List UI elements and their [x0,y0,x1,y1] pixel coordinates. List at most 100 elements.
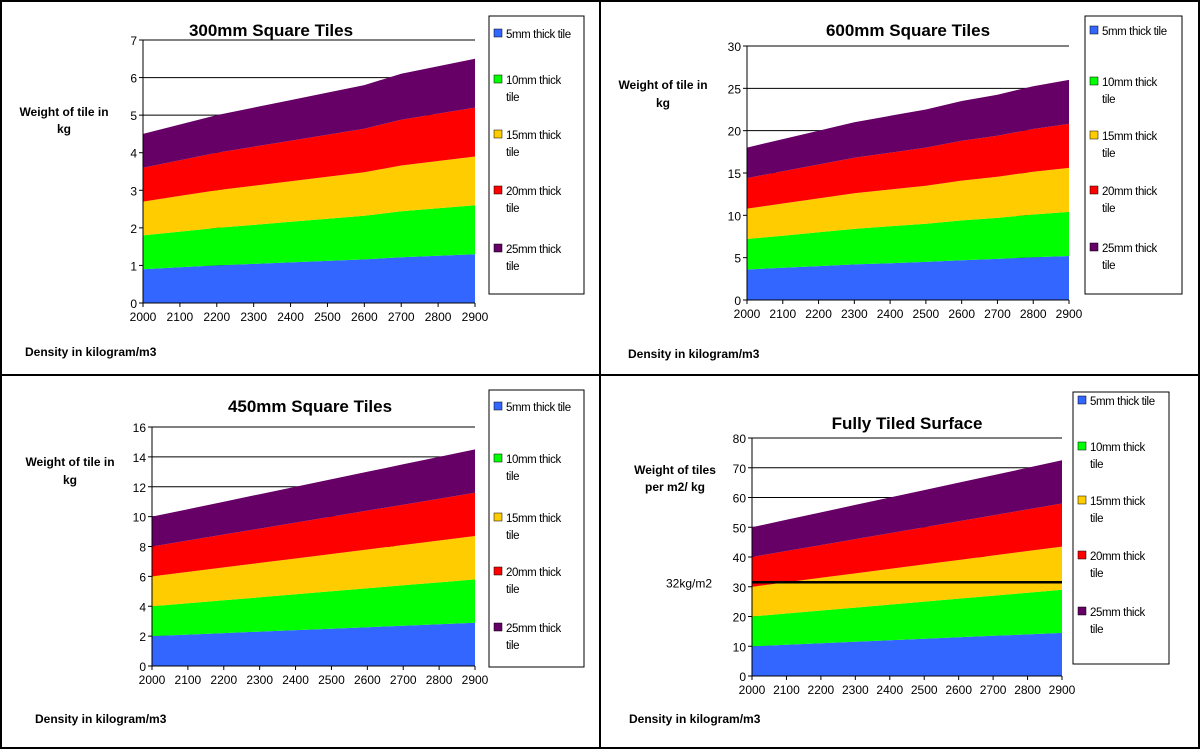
area-20mm-series [752,503,1062,587]
legend-swatch-20mm [1089,185,1099,195]
y-tick-label: 3 [130,184,137,198]
legend-swatch-5mm [1077,395,1087,405]
area-15mm-series [152,536,475,607]
y-tick-label: 30 [733,581,747,595]
x-tick-label: 2400 [876,683,903,697]
x-tick-label: 2500 [318,673,345,687]
legend-label-15mm: tile [1090,513,1103,525]
y-tick-label: 0 [130,297,137,311]
legend [488,15,585,295]
x-tick-label: 2700 [390,673,417,687]
y-axis-label: kg [57,122,71,136]
legend-label-25mm: tile [506,640,519,652]
chart-title: 300mm Square Tiles [189,21,353,40]
legend-label-25mm: 25mm thick [506,623,561,635]
legend-swatch-20mm [493,185,503,195]
x-tick-label: 2700 [984,307,1011,321]
x-tick-label: 2800 [425,310,452,324]
y-axis-label: kg [656,96,670,110]
x-tick-label: 2100 [167,310,194,324]
x-tick-label: 2500 [911,683,938,697]
y-tick-label: 10 [728,209,742,223]
legend-swatch-15mm [1077,495,1087,505]
legend-label-10mm: tile [506,92,519,104]
legend-label-25mm: tile [1102,260,1115,272]
y-tick-label: 40 [733,551,747,565]
chart-600mm-square-tiles: 0 5 10 15 20 25 30 2000 2100 2200 2300 2400 2500 2600… [618,15,1183,361]
y-axis-label: Weight of tile in [19,105,108,119]
area-5mm-series [752,632,1062,676]
legend-label-10mm: 10mm thick [1102,77,1157,89]
x-tick-label: 2400 [877,307,904,321]
y-tick-label: 7 [130,34,137,48]
y-tick-label: 2 [130,222,137,236]
chart-title: 600mm Square Tiles [826,21,990,40]
panel-fully-tiled: 32kg/m2 0 10 20 30 40 50 60 70 80 2000 2100 2200 2300… [599,374,1200,749]
y-tick-label: 80 [733,432,747,446]
x-axis-label: Density in kilogram/m3 [25,345,157,359]
legend-swatch-20mm [493,566,503,576]
area-25mm-series [747,79,1069,179]
x-tick-label: 2900 [1049,683,1076,697]
legend-swatch-5mm [493,401,503,411]
x-tick-label: 2400 [282,673,309,687]
legend-label-15mm: 15mm thick [1090,496,1145,508]
x-tick-label: 2000 [739,683,766,697]
x-axis-label: Density in kilogram/m3 [35,712,167,726]
legend-swatch-25mm [1089,242,1099,252]
x-tick-label: 2300 [240,310,267,324]
legend-label-15mm: 15mm thick [1102,131,1157,143]
legend-swatch-10mm [493,74,503,84]
y-tick-label: 1 [130,259,137,273]
legend-swatch-5mm [1089,25,1099,35]
area-25mm-series [143,58,475,168]
chart-fully-tiled-surface: 32kg/m2 0 10 20 30 40 50 60 70 80 2000 2100 2200 2300… [629,391,1170,726]
y-axis-label: Weight of tiles [634,463,716,477]
x-tick-label: 2000 [734,307,761,321]
legend-label-10mm: tile [1102,94,1115,106]
panel-300mm: 0 1 2 3 4 5 6 7 2000 2100 2200 2300 2400 2500 2600 2700… [0,0,601,376]
x-tick-label: 2600 [948,307,975,321]
x-tick-label: 2200 [203,310,230,324]
legend-label-10mm: tile [506,471,519,483]
area-5mm-series [152,622,475,666]
y-tick-label: 15 [728,167,742,181]
legend-label-25mm: 25mm thick [1090,607,1145,619]
legend-label-15mm: 15mm thick [506,513,561,525]
y-tick-label: 10 [133,511,147,525]
legend-label-5mm: 5mm thick tile [506,402,571,414]
legend-label-20mm: tile [1090,568,1103,580]
legend-swatch-25mm [493,243,503,253]
chart-300mm-square-tiles: 0 1 2 3 4 5 6 7 2000 2100 2200 2300 2400 2500 2600 2700… [19,15,585,359]
legend-label-20mm: 20mm thick [1102,186,1157,198]
area-15mm-series [747,167,1069,239]
x-tick-label: 2000 [139,673,166,687]
y-tick-label: 0 [139,660,146,674]
legend-label-10mm: 10mm thick [506,75,561,87]
area-10mm-series [152,579,475,637]
x-tick-label: 2000 [130,310,157,324]
legend-label-10mm: 10mm thick [1090,442,1145,454]
legend-label-5mm: 5mm thick tile [1090,396,1155,408]
legend-label-25mm: 25mm thick [1102,243,1157,255]
y-tick-label: 14 [133,451,147,465]
y-tick-label: 0 [734,294,741,308]
area-25mm-series [752,460,1062,557]
legend-label-25mm: 25mm thick [506,244,561,256]
y-tick-label: 50 [733,521,747,535]
x-axis-label: Density in kilogram/m3 [628,347,760,361]
legend-swatch-15mm [493,512,503,522]
legend-label-10mm: tile [1090,459,1103,471]
y-tick-label: 0 [739,670,746,684]
x-tick-label: 2700 [980,683,1007,697]
y-axis-label: Weight of tile in [618,78,707,92]
x-tick-label: 2600 [351,310,378,324]
area-20mm-series [747,123,1069,209]
y-tick-label: 16 [133,421,147,435]
x-tick-label: 2200 [805,307,832,321]
area-25mm-series [152,449,475,547]
legend-label-5mm: 5mm thick tile [1102,26,1167,38]
y-tick-label: 30 [728,40,742,54]
legend [1072,391,1170,665]
